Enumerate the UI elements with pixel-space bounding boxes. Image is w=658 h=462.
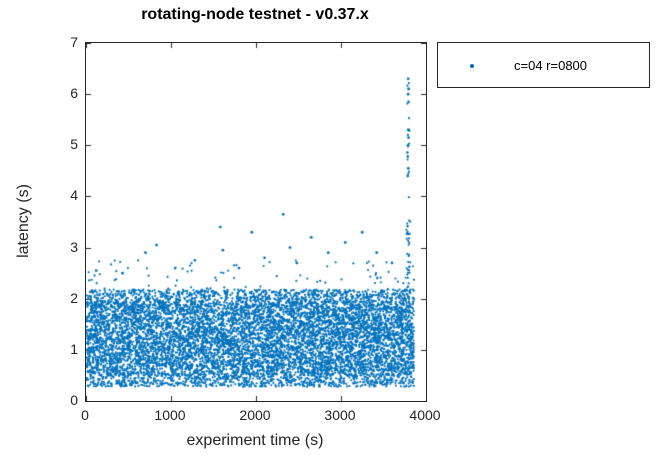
x-tick-label: 3000 — [324, 407, 356, 423]
y-tick-label: 3 — [70, 238, 78, 255]
y-tick-label: 6 — [70, 85, 78, 102]
y-tick-label: 2 — [70, 289, 78, 306]
x-tick-label: 2000 — [239, 407, 271, 423]
x-tick-label: 0 — [81, 407, 89, 423]
y-tick-label: 4 — [70, 187, 78, 204]
y-tick-label: 1 — [70, 340, 78, 357]
y-tick-label: 7 — [70, 34, 78, 50]
x-tick-label: 4000 — [409, 407, 441, 423]
y-axis-label: latency (s) — [15, 184, 32, 258]
x-axis-label: experiment time (s) — [186, 432, 324, 449]
scatter-canvas — [86, 43, 426, 401]
legend-label: c=04 r=0800 — [514, 58, 588, 73]
y-tick-label: 5 — [70, 136, 78, 153]
x-tick-label: 1000 — [154, 407, 186, 423]
plot-area — [85, 42, 427, 402]
chart-title: rotating-node testnet - v0.37.x — [141, 6, 369, 23]
legend-dot-marker-icon — [470, 64, 474, 68]
y-tick-label: 0 — [70, 392, 78, 408]
legend: c=04 r=0800 — [437, 42, 650, 88]
